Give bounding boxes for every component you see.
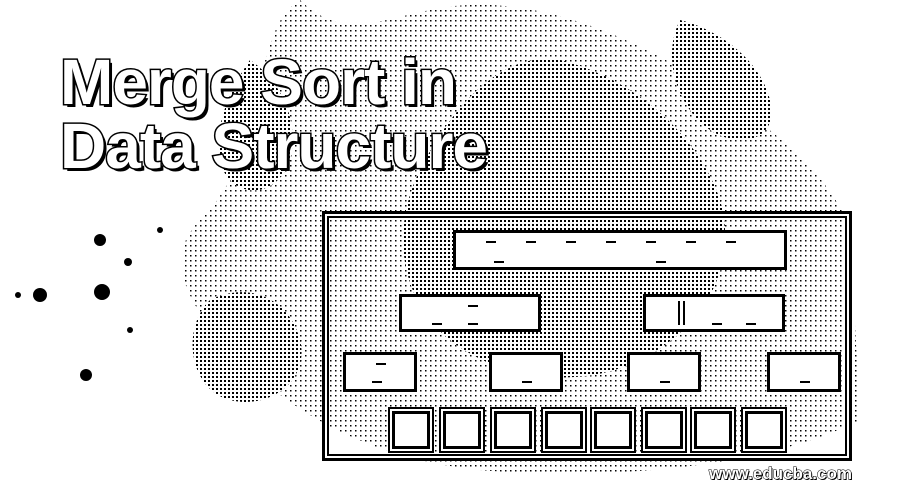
root-array-box (453, 230, 787, 270)
quarter-box-3 (627, 352, 701, 392)
leaf-box-3 (494, 411, 532, 449)
site-watermark: www.educba.com (709, 464, 853, 484)
quarter-box-4 (767, 352, 841, 392)
leaf-box-8 (745, 411, 783, 449)
leaf-box-7 (694, 411, 732, 449)
merge-sort-tree-diagram (322, 211, 852, 461)
leaf-box-6 (645, 411, 683, 449)
left-half-box (399, 294, 541, 332)
leaf-box-2 (443, 411, 481, 449)
page-title: Merge Sort in Data Structure (59, 46, 490, 182)
title-line-2: Data Structure (59, 110, 490, 182)
quarter-box-2 (489, 352, 563, 392)
title-line-1: Merge Sort in (59, 46, 459, 118)
leaf-box-5 (594, 411, 632, 449)
leaf-box-4 (545, 411, 583, 449)
leaf-box-1 (392, 411, 430, 449)
right-half-box (643, 294, 785, 332)
quarter-box-1 (343, 352, 417, 392)
